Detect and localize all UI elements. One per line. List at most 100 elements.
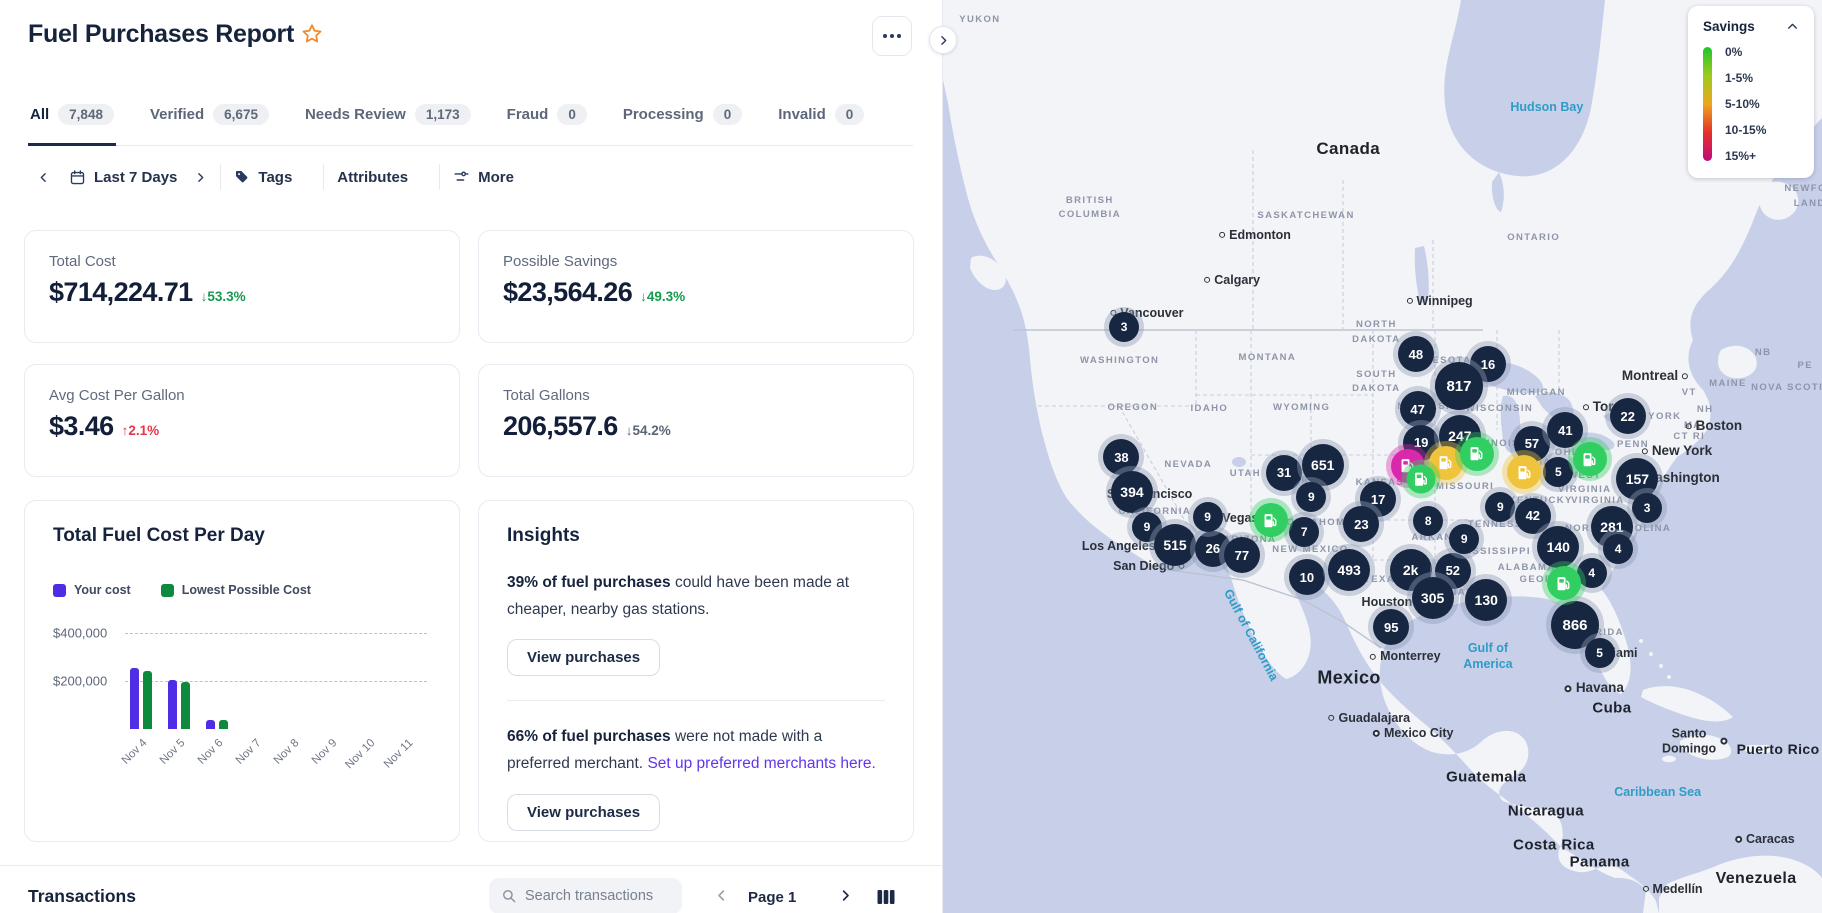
stat-value-row: 206,557.6 ↓54.2% (503, 411, 889, 442)
tab-all[interactable]: All 7,848 (28, 94, 116, 146)
cluster-marker[interactable]: 305 (1411, 577, 1454, 619)
view-purchases-button[interactable]: View purchases (507, 639, 661, 677)
page-next-button[interactable] (838, 888, 853, 908)
cluster-marker[interactable]: 130 (1465, 578, 1508, 621)
cluster-marker[interactable]: 77 (1223, 537, 1260, 574)
tab-verified[interactable]: Verified 6,675 (148, 94, 271, 146)
bar-your-cost[interactable] (130, 668, 139, 729)
more-filters-button[interactable]: More (440, 169, 527, 186)
cluster-marker[interactable]: 41 (1547, 412, 1584, 449)
table-columns-icon[interactable] (876, 887, 896, 912)
gridline (125, 681, 427, 683)
more-options-button[interactable] (872, 16, 912, 56)
savings-legend: Savings 0% 1-5% 5-10% 10-15% 15%+ (1688, 6, 1814, 178)
cluster-marker[interactable]: 31 (1266, 454, 1303, 491)
date-prev-button[interactable] (24, 171, 56, 184)
cluster-marker[interactable]: 8 (1413, 506, 1444, 537)
cluster-marker[interactable]: 9 (1449, 523, 1480, 554)
stat-delta: ↑2.1% (121, 423, 160, 438)
cluster-marker[interactable]: 140 (1537, 525, 1580, 568)
tab-label: Needs Review (304, 106, 406, 123)
fuel-pump-icon (1557, 577, 1570, 591)
tab-processing[interactable]: Processing 0 (621, 94, 744, 146)
bar-lowest-cost[interactable] (143, 671, 152, 729)
cluster-marker[interactable]: 48 (1397, 336, 1434, 373)
bar-your-cost[interactable] (206, 719, 215, 729)
chevron-up-icon[interactable] (1786, 20, 1799, 33)
tab-count-badge: 7,848 (58, 104, 114, 125)
insight-text: 66% of fuel purchases were not made with… (507, 728, 876, 773)
cluster-marker[interactable]: 3 (1632, 492, 1663, 523)
insights-title: Insights (507, 525, 580, 546)
fuel-pump-marker-green[interactable] (1253, 503, 1288, 538)
collapse-panel-button[interactable] (929, 26, 957, 54)
bar-lowest-cost[interactable] (181, 681, 190, 729)
favorite-star-icon[interactable] (300, 22, 326, 48)
cluster-marker[interactable]: 9 (1296, 481, 1327, 512)
setup-preferred-merchants-link[interactable]: Set up preferred merchants here. (647, 755, 876, 773)
cluster-marker[interactable]: 95 (1373, 609, 1410, 646)
cluster-marker[interactable]: 10 (1288, 559, 1325, 596)
date-next-button[interactable] (190, 171, 220, 184)
cluster-marker[interactable]: 515 (1154, 524, 1197, 567)
tab-needs-review[interactable]: Needs Review 1,173 (303, 94, 473, 146)
stat-card-total-gallons: Total Gallons 206,557.6 ↓54.2% (478, 364, 914, 477)
attributes-filter-dropdown[interactable]: Attributes (324, 169, 439, 186)
cluster-marker[interactable]: 3 (1109, 311, 1140, 342)
tab-count-badge: 0 (557, 104, 587, 125)
page-prev-button[interactable] (714, 888, 729, 908)
stat-label: Total Cost (49, 253, 116, 270)
legend-step-label: 5-10% (1725, 97, 1760, 111)
cluster-marker[interactable]: 22 (1609, 398, 1646, 435)
fuel-pump-marker-green[interactable] (1546, 566, 1581, 601)
fuel-pump-marker-green[interactable] (1459, 436, 1494, 471)
cluster-marker[interactable]: 4 (1603, 533, 1634, 564)
bar-lowest-cost[interactable] (219, 720, 228, 729)
legend-label: Your cost (74, 583, 131, 597)
attributes-label: Attributes (337, 168, 409, 186)
transactions-search[interactable] (489, 878, 682, 913)
cluster-marker[interactable]: 4 (1576, 558, 1607, 589)
tab-invalid[interactable]: Invalid 0 (776, 94, 866, 146)
cluster-marker[interactable]: 9 (1192, 501, 1223, 532)
transactions-title: Transactions (28, 886, 136, 906)
cluster-marker[interactable]: 23 (1343, 506, 1380, 543)
bar-group (130, 668, 152, 729)
date-range-label: Last 7 Days (94, 168, 178, 186)
cluster-marker[interactable]: 651 (1301, 443, 1344, 486)
cluster-marker[interactable]: 817 (1434, 362, 1483, 411)
stat-value: 206,557.6 (503, 411, 618, 441)
cluster-marker[interactable]: 47 (1399, 391, 1436, 428)
date-range-selector[interactable]: Last 7 Days (56, 169, 190, 186)
fuel-cost-chart-card: Total Fuel Cost Per Day Your cost Lowest … (24, 500, 460, 842)
cluster-marker[interactable]: 9 (1485, 491, 1516, 522)
more-filters-label: More (478, 168, 514, 186)
view-purchases-button[interactable]: View purchases (507, 793, 661, 831)
fuel-pump-marker-yellow[interactable] (1507, 455, 1542, 490)
legend-label: Lowest Possible Cost (181, 583, 311, 597)
fuel-pump-icon (1264, 514, 1277, 528)
cluster-marker[interactable]: 42 (1514, 497, 1551, 534)
bar-your-cost[interactable] (168, 679, 177, 729)
purchases-map[interactable]: YUKON BRITISH COLUMBIA SASKATCHEWAN ONTARIO… (943, 0, 1822, 913)
fuel-pump-marker-green[interactable] (1406, 464, 1436, 494)
tags-filter-dropdown[interactable]: Tags (221, 169, 323, 186)
cluster-marker[interactable]: 38 (1103, 439, 1140, 476)
search-input[interactable] (525, 888, 665, 904)
cluster-marker[interactable]: 7 (1289, 517, 1320, 548)
calendar-icon (69, 169, 86, 186)
fuel-pump-icon (1439, 456, 1452, 470)
cluster-marker[interactable]: 9 (1131, 511, 1162, 542)
tab-label: All (30, 106, 50, 123)
legend-item: Lowest Possible Cost (160, 583, 311, 597)
tab-count-badge: 1,173 (414, 104, 471, 125)
tab-count-badge: 6,675 (213, 104, 269, 125)
cluster-marker[interactable]: 493 (1328, 548, 1371, 591)
search-icon (501, 888, 517, 904)
stat-delta: ↓53.3% (200, 289, 246, 304)
cluster-marker[interactable]: 5 (1543, 457, 1574, 488)
tab-fraud[interactable]: Fraud 0 (505, 94, 589, 146)
fuel-pump-marker-green[interactable] (1572, 442, 1607, 477)
cluster-marker[interactable]: 5 (1584, 637, 1615, 668)
cluster-marker[interactable]: 394 (1110, 471, 1153, 514)
